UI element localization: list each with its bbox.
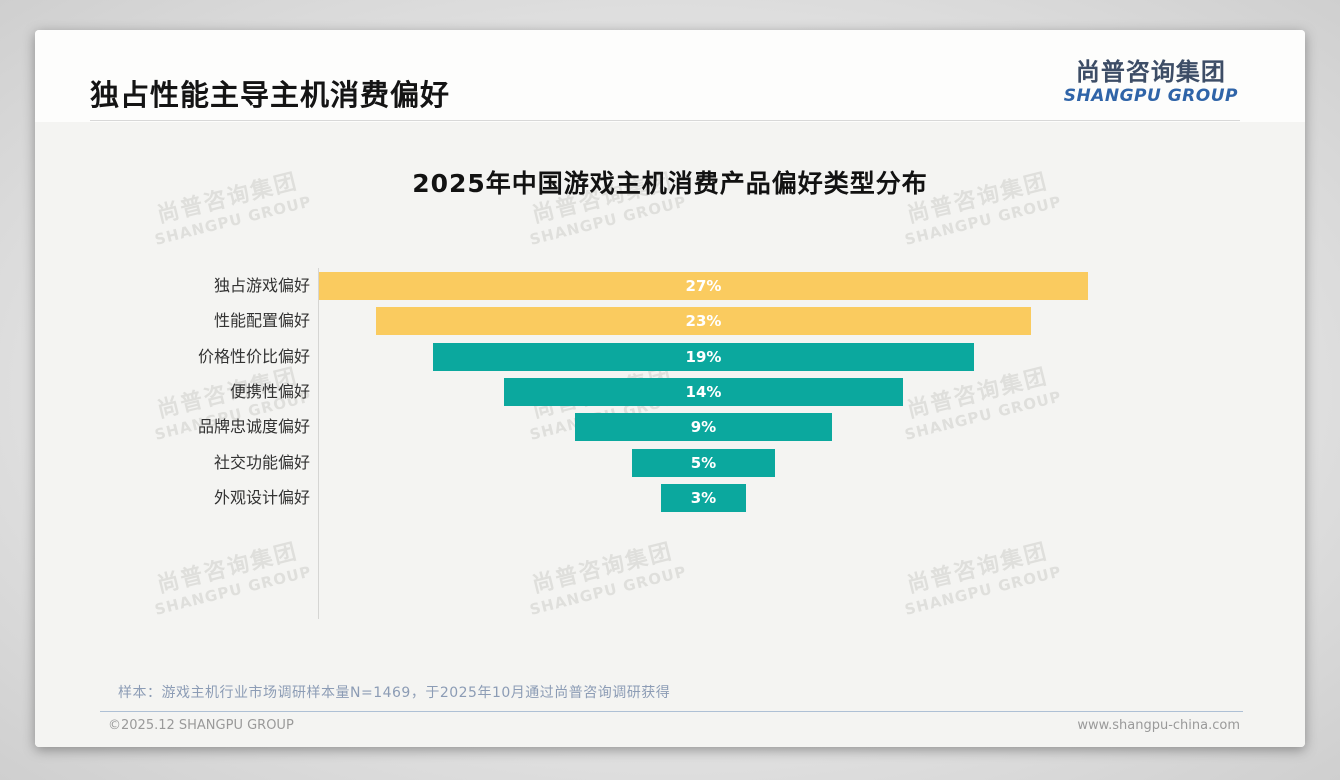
page-title: 独占性能主导主机消费偏好	[90, 78, 451, 112]
funnel-bar: 23%	[375, 307, 1032, 336]
category-label: 价格性价比偏好	[197, 346, 310, 366]
category-labels: 独占游戏偏好 性能配置偏好价格性价比偏好便携性偏好品牌忠诚度偏好社交功能偏好 外观设…	[35, 268, 310, 619]
bar-value-label: 14%	[685, 382, 722, 401]
funnel-bar: 27%	[319, 272, 1088, 300]
bar-value-label: 19%	[685, 347, 722, 366]
logo-cn-text: 尚普咨询集团	[1075, 58, 1226, 86]
title-divider	[90, 120, 1240, 121]
funnel-bar: 5%	[632, 448, 775, 477]
website-url: www.shangpu-china.com	[1077, 718, 1240, 733]
logo-en-text: SHANGPU GROUP	[1063, 86, 1238, 106]
bar-value-label: 27%	[685, 277, 722, 295]
category-label: 独占游戏偏好	[213, 276, 310, 295]
shangpu-logo: 尚普咨询集团 SHANGPU GROUP	[1064, 58, 1238, 106]
funnel-bar: 3%	[660, 483, 747, 512]
slide-footer: ©2025.12 SHANGPU GROUP www.shangpu-china…	[108, 718, 1240, 733]
bar-value-label: 3%	[690, 488, 717, 507]
slide-content: 尚普咨询集团 SHANGPU GROUP 尚普咨询集团 SHANGPU GROUP 尚普…	[35, 122, 1305, 747]
funnel-bar: 14%	[504, 377, 903, 406]
y-axis-line	[318, 268, 319, 619]
funnel-bar-chart: 独占游戏偏好 性能配置偏好价格性价比偏好便携性偏好品牌忠诚度偏好社交功能偏好 外观设…	[35, 268, 1305, 619]
bar-value-label: 23%	[685, 312, 722, 331]
copyright-text: ©2025.12 SHANGPU GROUP	[108, 718, 294, 733]
sample-note: 样本：游戏主机行业市场调研样本量N=1469，于2025年10月通过尚普咨询调研…	[118, 685, 671, 701]
footer-divider	[100, 711, 1243, 712]
category-label: 外观设计偏好	[213, 487, 310, 507]
bar-value-label: 5%	[690, 453, 717, 472]
slide-card: 独占性能主导主机消费偏好 尚普咨询集团 SHANGPU GROUP 尚普咨询集团…	[35, 30, 1305, 747]
category-label: 性能配置偏好	[213, 311, 310, 331]
funnel-bar: 9%	[575, 413, 832, 442]
funnel-bar: 19%	[432, 342, 975, 371]
category-label: 社交功能偏好	[213, 452, 310, 472]
bar-value-label: 9%	[690, 418, 717, 437]
plot-area: 27% 23% 19% 14% 9% 5% 3%	[319, 268, 1088, 619]
slide-header: 独占性能主导主机消费偏好 尚普咨询集团 SHANGPU GROUP	[35, 30, 1305, 122]
category-label: 便携性偏好	[229, 381, 310, 401]
category-label: 品牌忠诚度偏好	[197, 417, 310, 437]
chart-title: 2025年中国游戏主机消费产品偏好类型分布	[412, 169, 928, 198]
